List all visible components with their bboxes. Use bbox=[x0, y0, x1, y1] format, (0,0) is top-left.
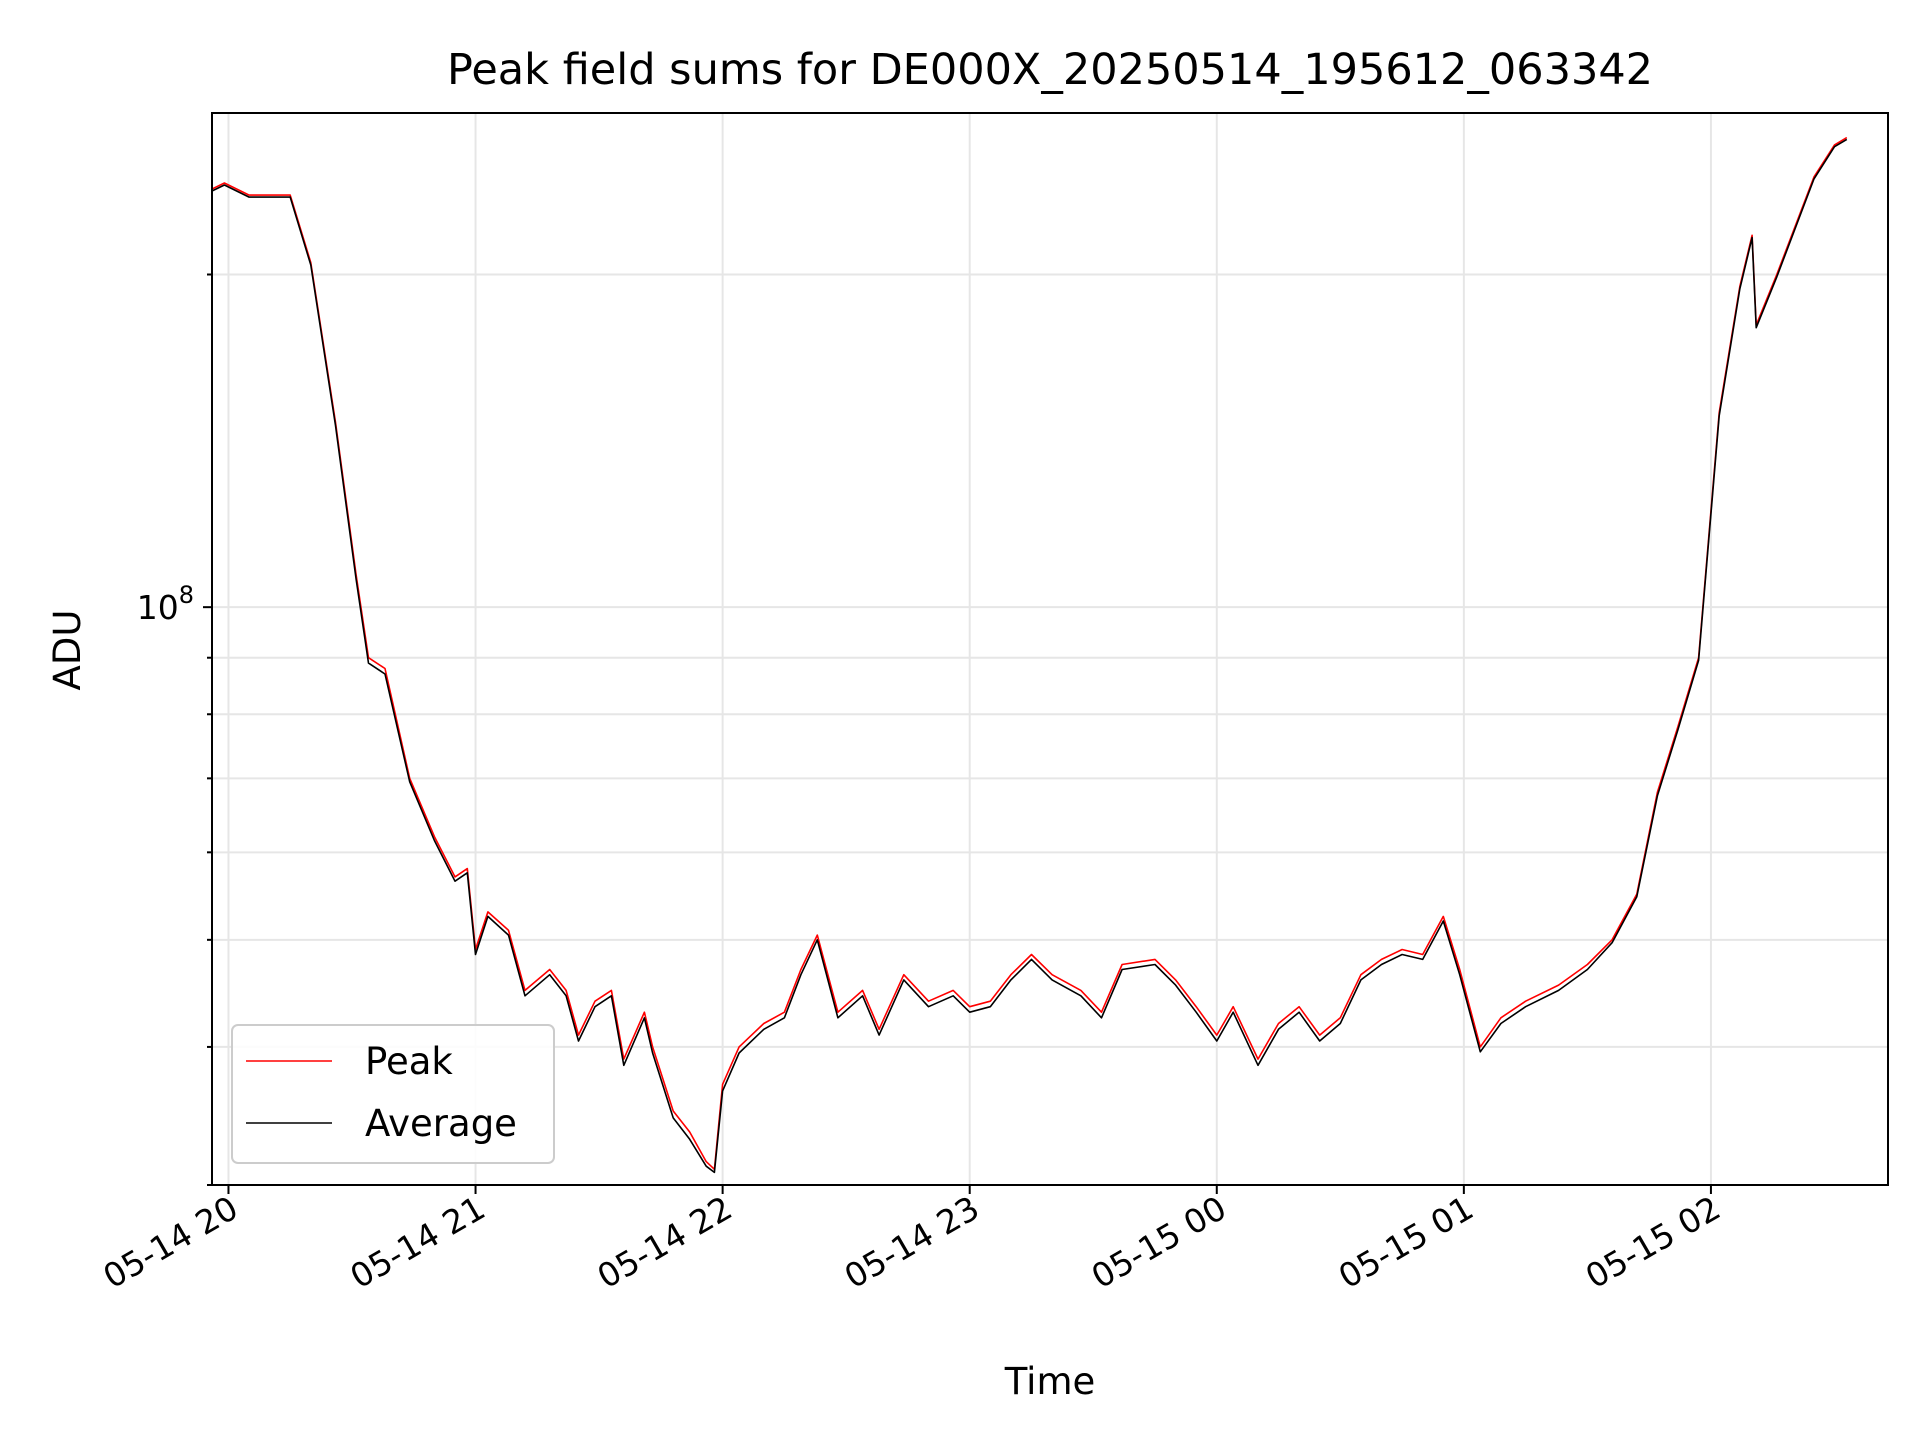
chart-title: Peak field sums for DE000X_20250514_1956… bbox=[447, 45, 1653, 95]
legend: Peak Average bbox=[231, 1024, 555, 1164]
legend-average-label: Average bbox=[365, 1102, 517, 1145]
grid-lines bbox=[212, 113, 1888, 1186]
legend-peak-label: Peak bbox=[365, 1040, 453, 1083]
y-axis-label: ADU bbox=[46, 610, 89, 691]
y-axis: 108 bbox=[137, 273, 212, 1186]
series-layer bbox=[212, 136, 1848, 1174]
y-tick-label: 108 bbox=[137, 581, 194, 627]
plot-frame bbox=[211, 112, 1889, 1186]
legend-box bbox=[231, 1024, 555, 1164]
series-line-average bbox=[212, 138, 1848, 1174]
x-axis-label: Time bbox=[1004, 1360, 1096, 1403]
